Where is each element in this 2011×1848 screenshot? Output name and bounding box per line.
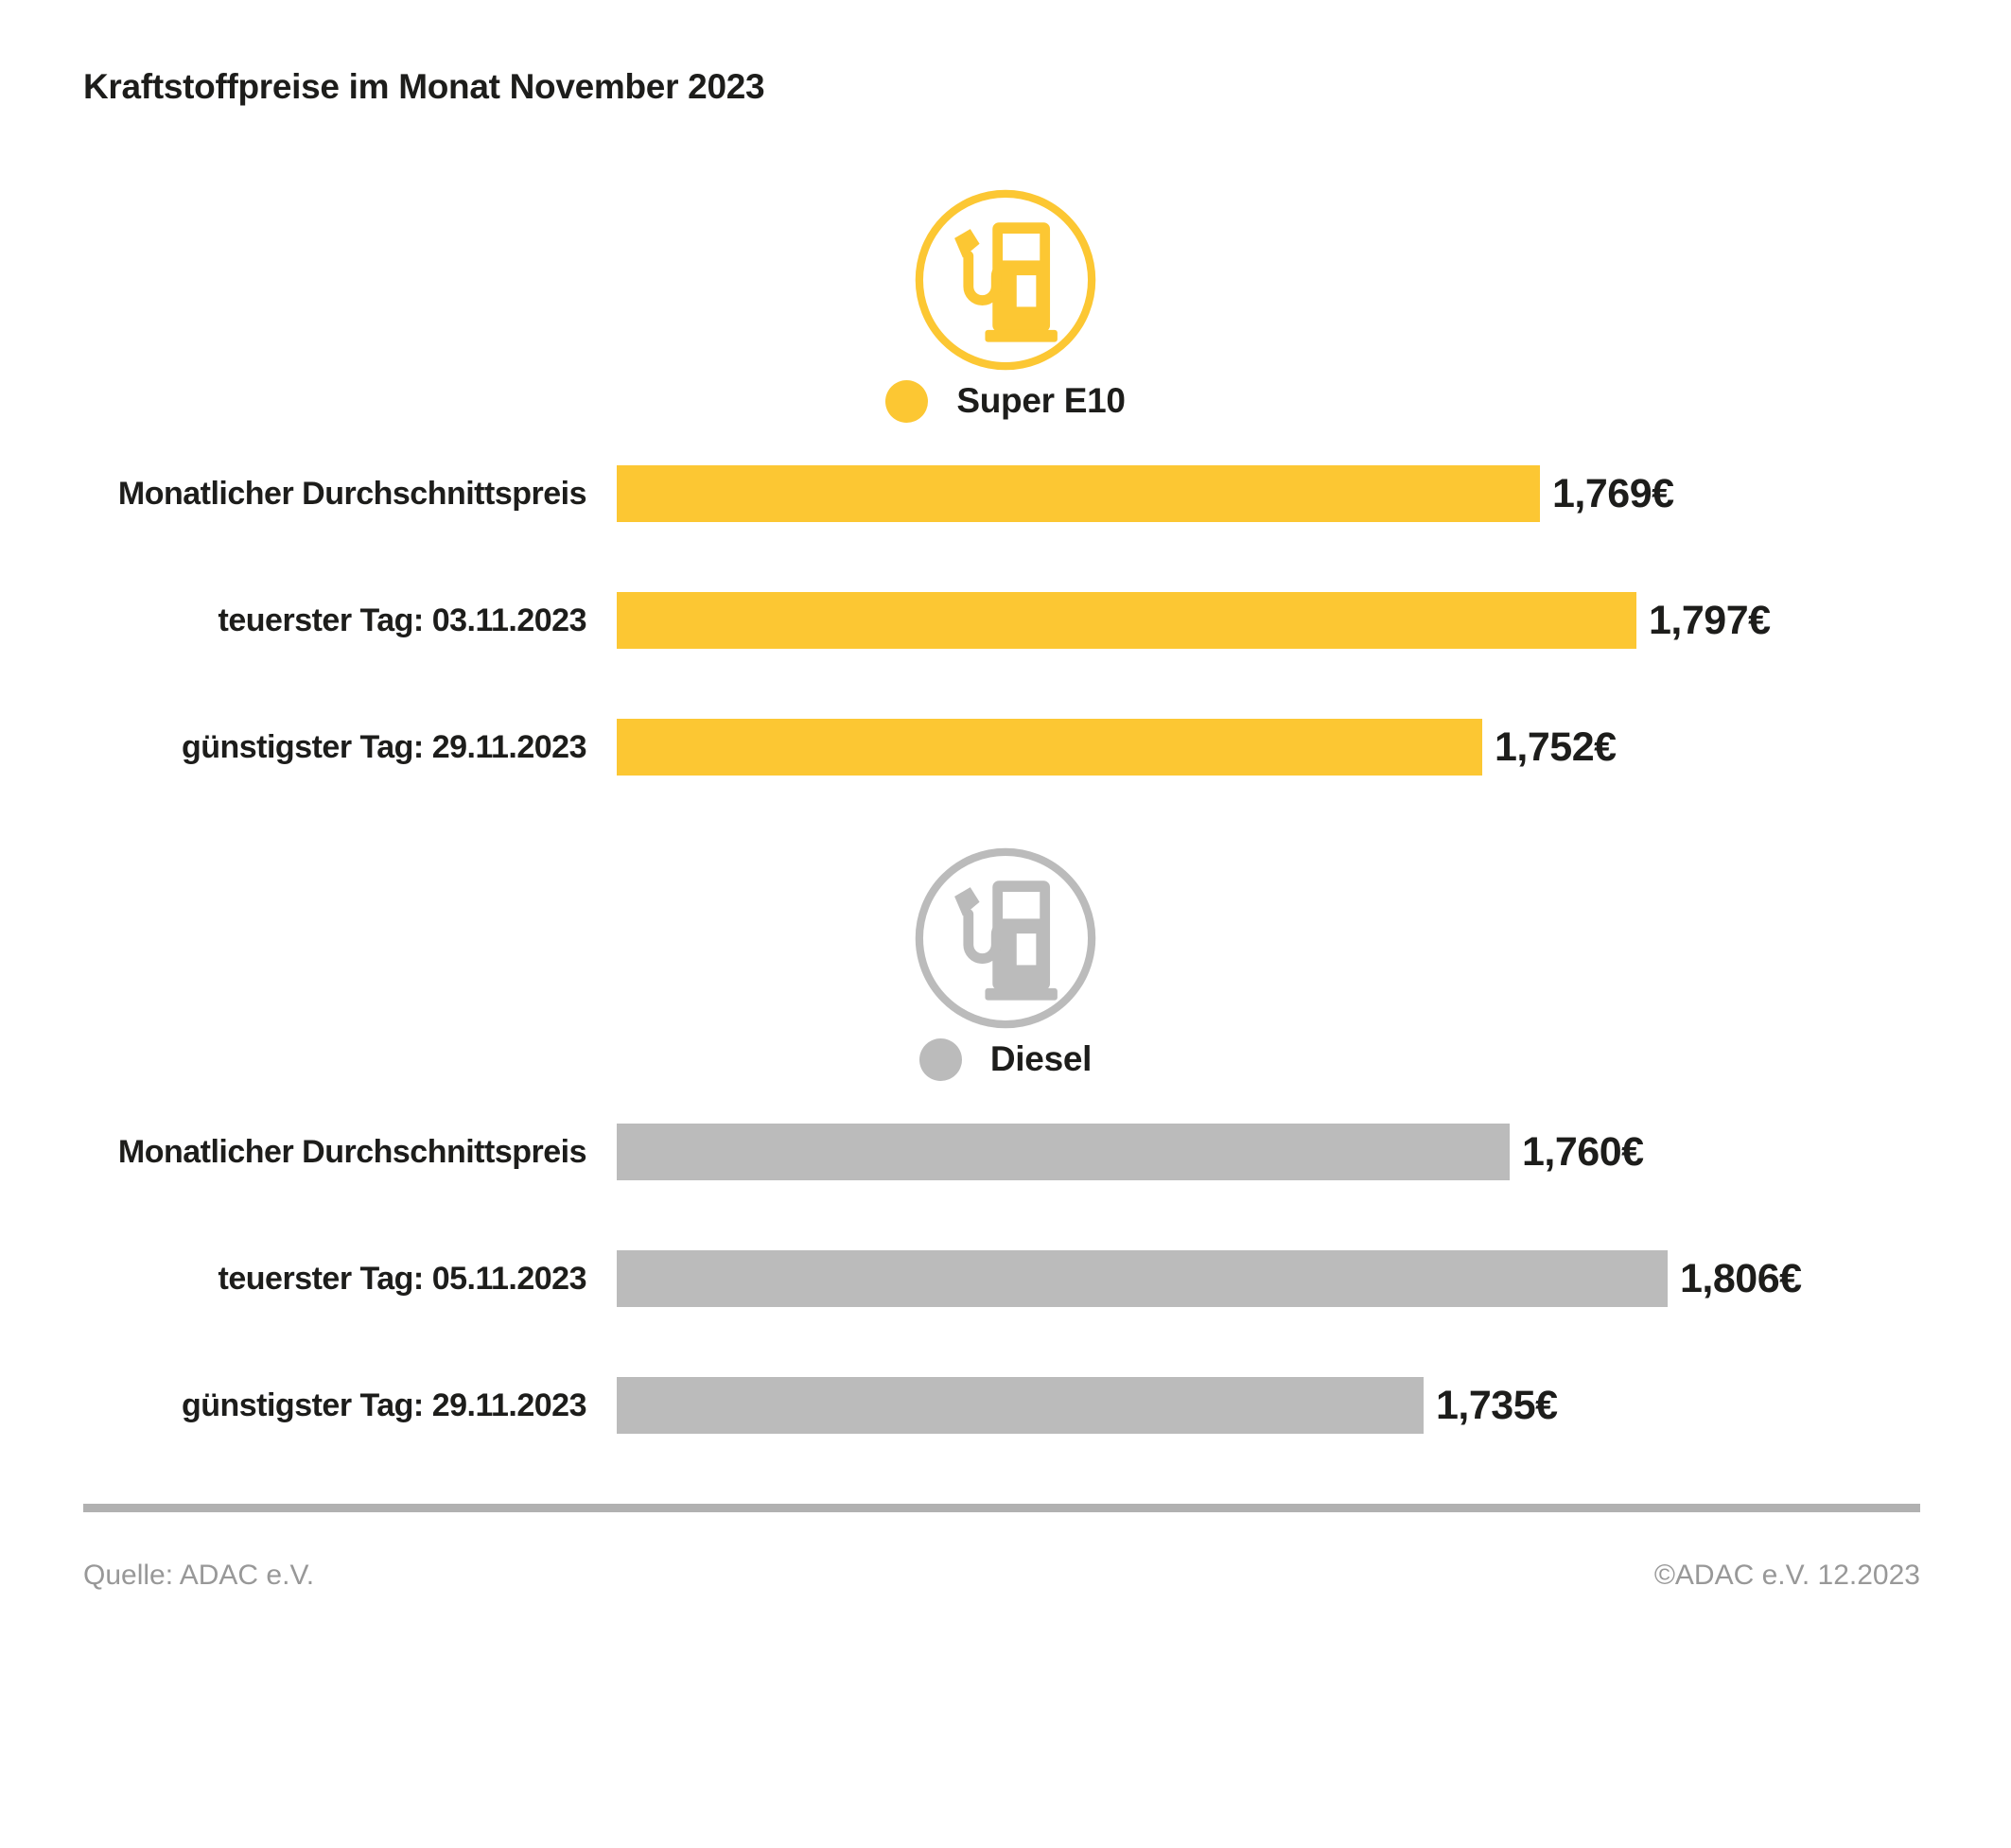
infographic-fuel-prices: Kraftstoffpreise im Monat November 2023 … bbox=[0, 66, 2011, 1848]
bar-row-value: 1,806€ bbox=[1680, 1256, 1802, 1302]
bar-super-e10-average bbox=[617, 465, 1540, 523]
bar-row: teuerster Tag: 03.11.2023 1,797€ bbox=[0, 592, 2011, 650]
footer: Quelle: ADAC e.V. ©ADAC e.V. 12.2023 bbox=[83, 1560, 1920, 1592]
legend-label-diesel: Diesel bbox=[989, 1039, 1093, 1079]
bar-row-label: teuerster Tag: 03.11.2023 bbox=[218, 602, 587, 639]
diesel-icon-wrap bbox=[0, 846, 2011, 1031]
bar-row-value: 1,735€ bbox=[1436, 1383, 1558, 1429]
fuel-pump-icon bbox=[915, 848, 1096, 1029]
bar-super-e10-min bbox=[617, 719, 1482, 776]
bar-row-label: günstigster Tag: 29.11.2023 bbox=[181, 1387, 587, 1424]
bar-row-label: Monatlicher Durchschnittspreis bbox=[117, 476, 587, 513]
bar-row-value: 1,760€ bbox=[1522, 1129, 1644, 1176]
bar-diesel-average bbox=[617, 1124, 1510, 1181]
fuel-pump-icon bbox=[915, 190, 1096, 371]
bar-diesel-max bbox=[617, 1250, 1668, 1308]
source-note: Quelle: ADAC e.V. bbox=[83, 1560, 315, 1592]
super-e10-icon-wrap bbox=[0, 187, 2011, 373]
bar-row-label: teuerster Tag: 05.11.2023 bbox=[218, 1261, 587, 1298]
legend-dot-diesel bbox=[918, 1037, 962, 1081]
bar-row-value: 1,769€ bbox=[1552, 471, 1674, 517]
bar-row-value: 1,752€ bbox=[1495, 724, 1617, 771]
section-diesel: Diesel Monatlicher Durchschnittspreis 1,… bbox=[0, 846, 2011, 1435]
copyright-note: ©ADAC e.V. 12.2023 bbox=[1653, 1560, 1920, 1592]
bar-row: teuerster Tag: 05.11.2023 1,806€ bbox=[0, 1250, 2011, 1308]
bar-diesel-min bbox=[617, 1377, 1424, 1435]
diesel-bars: Monatlicher Durchschnittspreis 1,760€ te… bbox=[0, 1124, 2011, 1435]
legend-label-super-e10: Super E10 bbox=[956, 381, 1126, 421]
footer-divider bbox=[83, 1504, 1920, 1513]
legend-super-e10: Super E10 bbox=[0, 378, 2011, 424]
chart-title: Kraftstoffpreise im Monat November 2023 bbox=[83, 67, 765, 106]
bar-row: günstigster Tag: 29.11.2023 1,752€ bbox=[0, 719, 2011, 776]
bar-row: Monatlicher Durchschnittspreis 1,769€ bbox=[0, 465, 2011, 523]
section-super-e10: Super E10 Monatlicher Durchschnittspreis… bbox=[0, 187, 2011, 776]
bar-row: günstigster Tag: 29.11.2023 1,735€ bbox=[0, 1377, 2011, 1435]
bar-row-label: Monatlicher Durchschnittspreis bbox=[117, 1134, 587, 1171]
bar-row: Monatlicher Durchschnittspreis 1,760€ bbox=[0, 1124, 2011, 1181]
legend-diesel: Diesel bbox=[0, 1037, 2011, 1082]
bar-row-value: 1,797€ bbox=[1649, 598, 1771, 644]
bar-super-e10-max bbox=[617, 592, 1636, 650]
super-e10-bars: Monatlicher Durchschnittspreis 1,769€ te… bbox=[0, 465, 2011, 776]
bar-row-label: günstigster Tag: 29.11.2023 bbox=[181, 729, 587, 766]
legend-dot-super-e10 bbox=[885, 379, 929, 423]
